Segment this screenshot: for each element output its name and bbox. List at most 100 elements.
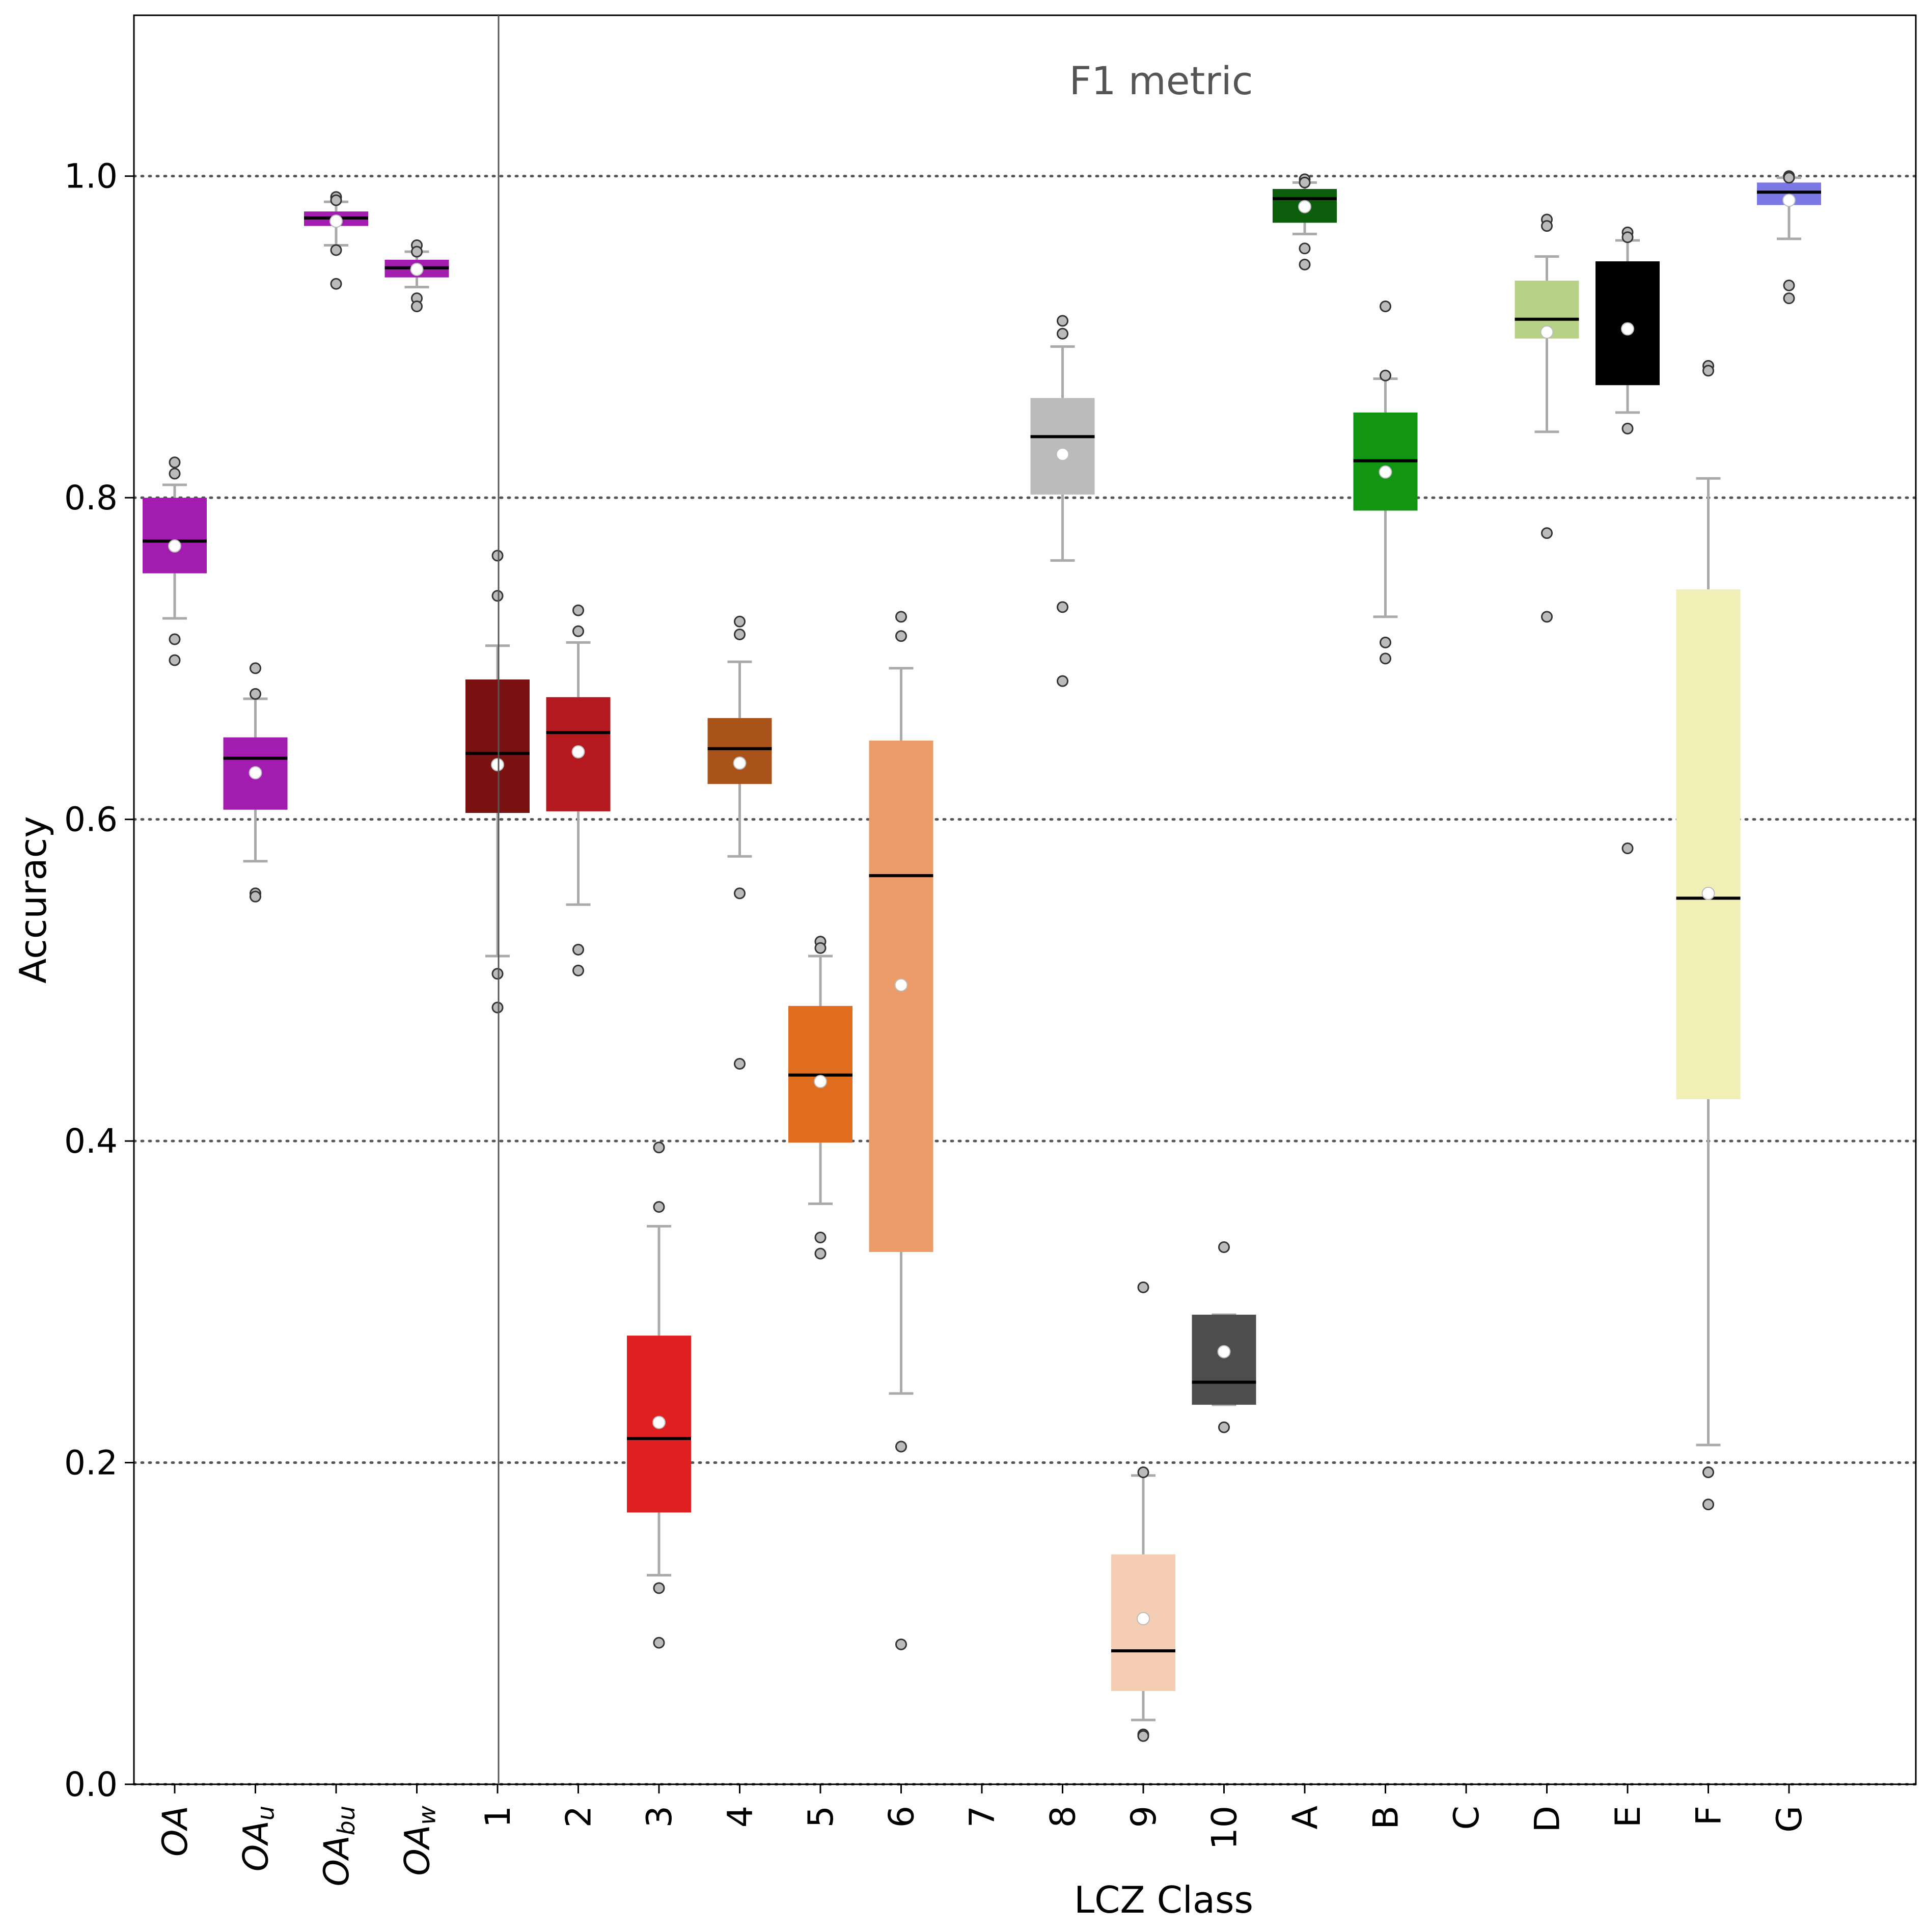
y-tick-label-2: 0.4 xyxy=(64,1122,118,1161)
outlier-oabu-2 xyxy=(330,244,342,256)
mean-8 xyxy=(1056,447,1069,461)
outlier-1-3 xyxy=(491,1001,504,1014)
outlier-8-3 xyxy=(1057,675,1068,687)
box-f xyxy=(1676,589,1741,1100)
mean-oabu xyxy=(329,214,343,228)
outlier-b-0 xyxy=(1380,300,1391,312)
outlier-b-2 xyxy=(1380,636,1391,648)
x-tick-label-1: 1 xyxy=(478,1806,518,1828)
outlier-f-3 xyxy=(1702,1499,1714,1511)
outlier-1-2 xyxy=(491,968,504,980)
mean-9 xyxy=(1137,1612,1150,1625)
box-8 xyxy=(1030,398,1095,495)
outlier-1-0 xyxy=(491,550,504,562)
x-tick-label-oaw: OAw xyxy=(398,1806,441,1876)
outlier-6-2 xyxy=(895,1440,907,1453)
outlier-oau-1 xyxy=(250,688,261,700)
outlier-3-1 xyxy=(653,1201,665,1213)
x-tick-label-oabu: OAbu xyxy=(317,1806,360,1886)
mean-oa xyxy=(168,539,181,553)
y-tick-label-0: 0.0 xyxy=(64,1765,118,1804)
outlier-e-2 xyxy=(1621,422,1634,434)
mean-1 xyxy=(491,758,504,772)
outlier-oa-3 xyxy=(169,654,181,666)
mean-3 xyxy=(652,1416,666,1429)
outlier-oabu-3 xyxy=(330,278,342,290)
outlier-3-3 xyxy=(653,1637,665,1649)
x-tick-label-8: 8 xyxy=(1043,1806,1084,1828)
mean-b xyxy=(1379,465,1392,479)
mean-oau xyxy=(249,766,262,780)
outlier-9-1 xyxy=(1137,1466,1149,1478)
outlier-6-1 xyxy=(895,630,907,642)
outlier-9-0 xyxy=(1137,1281,1149,1293)
mean-5 xyxy=(814,1075,827,1089)
y-tick-label-4: 0.8 xyxy=(64,478,118,518)
outlier-4-0 xyxy=(734,615,746,628)
outlier-9-3 xyxy=(1137,1730,1149,1742)
plot-frame xyxy=(133,14,1917,1785)
mean-d xyxy=(1540,325,1554,339)
y-axis-ticks: 0.0 0.2 0.4 0.6 0.8 1.0 xyxy=(64,157,134,1804)
x-tick-label-d: D xyxy=(1528,1806,1568,1832)
mean-oaw xyxy=(410,262,424,276)
x-tick-label-2: 2 xyxy=(559,1806,599,1828)
box-1 xyxy=(465,679,530,813)
mean-4 xyxy=(733,756,747,770)
outlier-oaw-1 xyxy=(411,246,423,258)
outlier-2-3 xyxy=(572,964,584,976)
outlier-b-1 xyxy=(1380,369,1391,382)
outlier-oa-0 xyxy=(169,456,181,469)
outlier-d-2 xyxy=(1541,527,1553,539)
x-tick-label-f: F xyxy=(1689,1806,1729,1826)
outlier-5-1 xyxy=(814,942,827,954)
x-tick-label-3: 3 xyxy=(640,1806,680,1828)
outlier-oaw-3 xyxy=(411,300,423,312)
x-tick-label-5: 5 xyxy=(801,1806,841,1828)
x-tick-label-10: 10 xyxy=(1205,1806,1245,1850)
mean-g xyxy=(1782,194,1796,207)
outlier-a-1 xyxy=(1299,176,1311,188)
mean-10 xyxy=(1217,1345,1231,1358)
x-tick-label-7: 7 xyxy=(962,1806,1003,1828)
outlier-8-0 xyxy=(1057,315,1068,327)
outlier-5-3 xyxy=(814,1247,827,1260)
outlier-e-1 xyxy=(1621,231,1634,243)
outlier-d-3 xyxy=(1541,611,1553,623)
outlier-2-0 xyxy=(572,604,584,616)
x-tick-label-a: A xyxy=(1285,1806,1326,1830)
outlier-3-2 xyxy=(653,1582,665,1594)
outlier-g-3 xyxy=(1783,292,1795,305)
mean-a xyxy=(1298,200,1311,213)
box-10 xyxy=(1192,1315,1256,1405)
x-tick-label-g: G xyxy=(1770,1806,1810,1833)
outlier-4-1 xyxy=(734,629,746,641)
outlier-8-1 xyxy=(1057,328,1068,340)
outlier-e-3 xyxy=(1621,842,1634,854)
outlier-2-1 xyxy=(572,625,584,637)
outlier-2-2 xyxy=(572,943,584,956)
outlier-d-1 xyxy=(1541,220,1553,232)
outlier-a-2 xyxy=(1299,242,1311,255)
x-axis-ticks: OA OAu OAbu OAw 1 2 3 4 5 6 7 8 9 10 A B C D E F G xyxy=(155,1784,1810,1886)
outlier-f-2 xyxy=(1702,1466,1714,1478)
outlier-g-2 xyxy=(1783,279,1795,291)
mean-e xyxy=(1621,322,1634,336)
boxes xyxy=(143,170,1821,1742)
x-tick-label-4: 4 xyxy=(721,1806,761,1828)
x-axis-title: LCZ Class xyxy=(1074,1879,1253,1921)
outlier-g-1 xyxy=(1783,172,1795,184)
y-axis-title: Accuracy xyxy=(12,816,54,984)
outlier-10-0 xyxy=(1218,1241,1230,1253)
x-tick-label-oa: OA xyxy=(155,1806,196,1857)
x-tick-label-6: 6 xyxy=(882,1806,922,1828)
outlier-a-3 xyxy=(1299,258,1311,270)
annotation-f1-metric: F1 metric xyxy=(1069,58,1253,103)
outlier-oau-3 xyxy=(250,890,261,903)
mean-f xyxy=(1701,886,1715,900)
x-tick-label-b: B xyxy=(1366,1806,1407,1830)
box-6 xyxy=(869,740,933,1252)
outlier-1-1 xyxy=(491,590,504,602)
outlier-8-2 xyxy=(1057,601,1068,613)
